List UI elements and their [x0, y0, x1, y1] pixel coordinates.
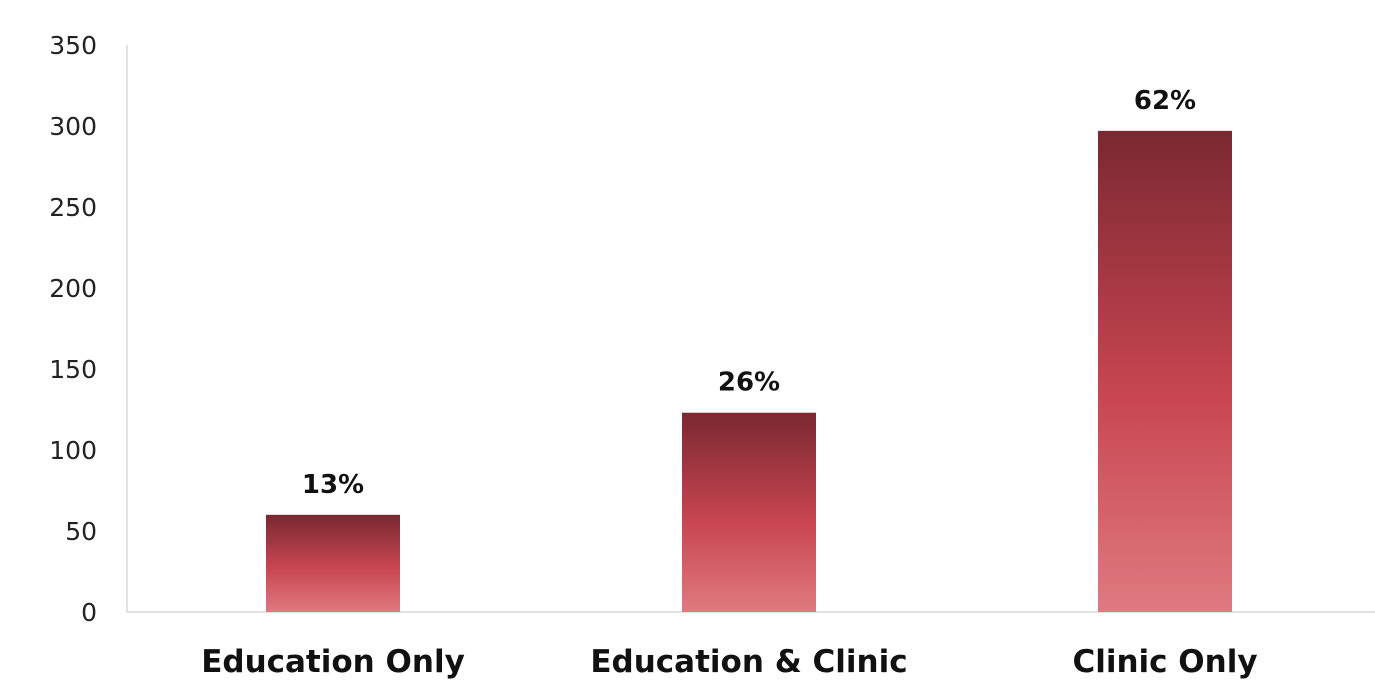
bar-data-label: 13%: [302, 470, 364, 500]
y-tick-label: 50: [65, 517, 97, 546]
y-tick-label: 100: [49, 436, 97, 465]
data-labels: 13% 26% 62%: [302, 86, 1196, 500]
bar-data-label: 26%: [718, 368, 780, 398]
y-tick-label: 350: [49, 31, 97, 60]
x-category-label: Education & Clinic: [590, 644, 907, 680]
category-labels: Education Only Education & Clinic Clinic O…: [201, 644, 1257, 680]
bars: [266, 130, 1232, 613]
bar-data-label: 62%: [1134, 86, 1196, 116]
bar: [266, 514, 400, 612]
x-category-label: Clinic Only: [1072, 644, 1257, 680]
bar: [1098, 130, 1232, 613]
y-tick-label: 200: [49, 274, 97, 303]
x-category-label: Education Only: [201, 644, 465, 680]
y-tick-label: 300: [49, 112, 97, 141]
y-tick-label: 150: [49, 355, 97, 384]
y-tick-label: 0: [81, 598, 97, 627]
bar: [682, 412, 816, 612]
y-axis-ticks: 0 50 100 150 200 250 300 350: [49, 31, 97, 627]
y-tick-label: 250: [49, 193, 97, 222]
